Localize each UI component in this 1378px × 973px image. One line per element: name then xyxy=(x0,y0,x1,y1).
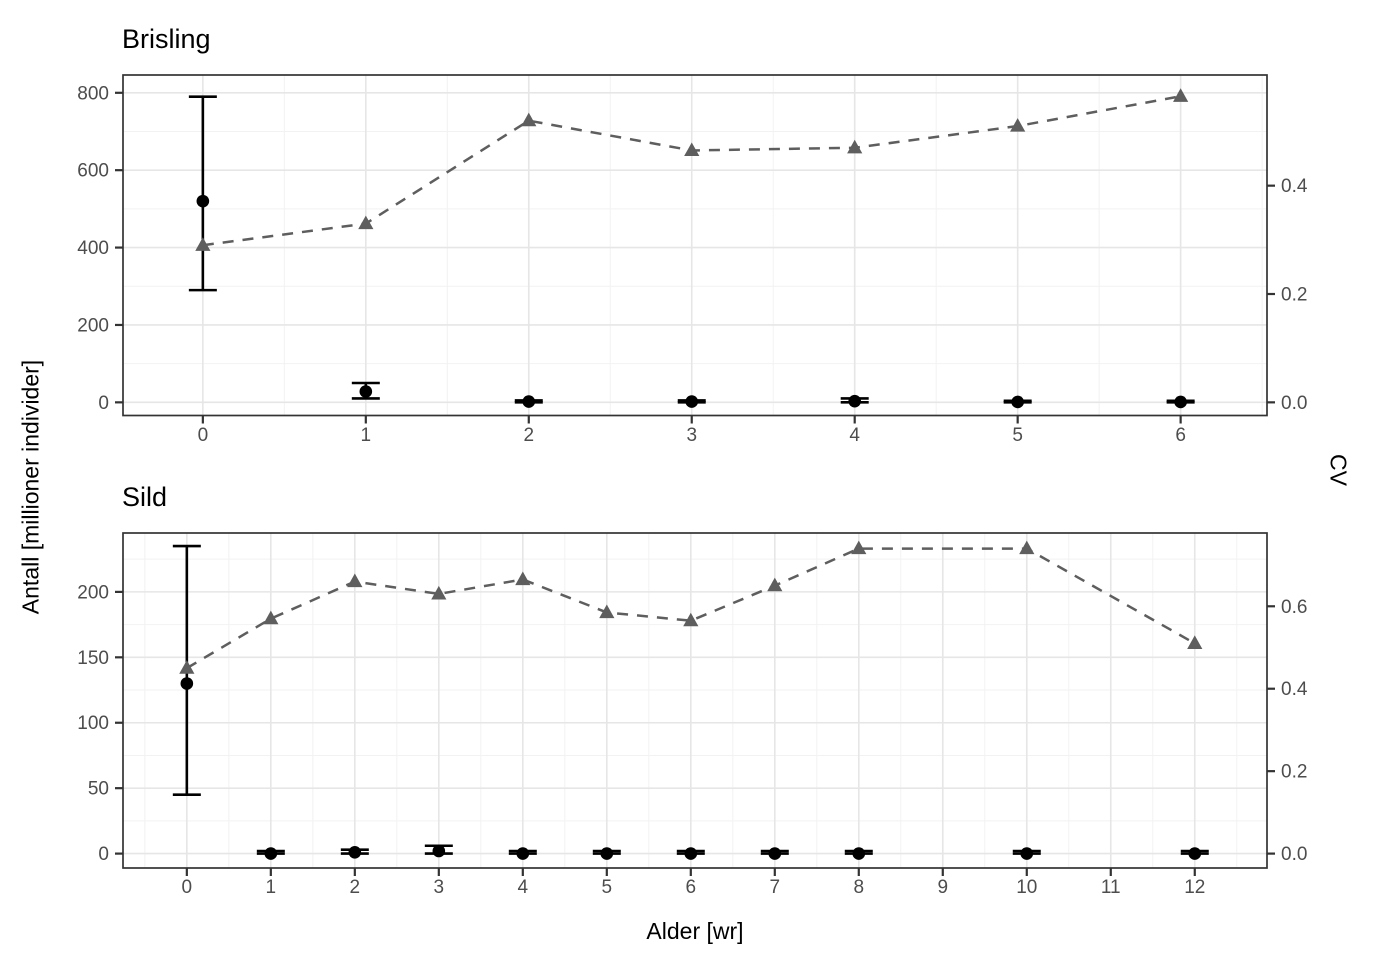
y-tick-label-left: 100 xyxy=(77,713,109,734)
x-tick-label: 2 xyxy=(523,425,534,446)
cv-marker xyxy=(684,142,700,157)
x-tick-label: 3 xyxy=(686,425,697,446)
panel-background xyxy=(123,75,1267,416)
cv-marker xyxy=(431,585,447,600)
cv-marker xyxy=(1187,635,1203,649)
x-tick-label: 7 xyxy=(770,877,781,898)
antall-point xyxy=(432,844,446,858)
x-tick-label: 3 xyxy=(434,877,445,898)
antall-point xyxy=(685,395,699,408)
cv-marker xyxy=(179,660,195,674)
cv-marker xyxy=(358,215,374,230)
panel-title-sild: Sild xyxy=(122,482,168,512)
y-tick-label-left: 600 xyxy=(77,161,109,182)
x-tick-label: 4 xyxy=(518,877,529,898)
antall-point xyxy=(522,395,536,408)
x-tick-label: 0 xyxy=(198,425,209,446)
cv-marker xyxy=(195,237,211,251)
x-tick-label: 5 xyxy=(1012,425,1023,446)
y-axis-label-right: CV xyxy=(1325,454,1352,486)
y-tick-label-left: 400 xyxy=(77,238,109,259)
y-tick-label-right: 0.2 xyxy=(1281,762,1307,783)
cv-marker xyxy=(1173,88,1189,102)
cv-marker xyxy=(515,571,531,586)
cv-marker xyxy=(683,612,699,627)
cv-marker xyxy=(851,540,867,555)
x-tick-label: 9 xyxy=(937,877,948,898)
panel-border xyxy=(122,74,1268,417)
antall-point xyxy=(1011,395,1024,409)
antall-point xyxy=(348,845,362,859)
y-tick-label-left: 150 xyxy=(77,648,109,669)
antall-point xyxy=(684,847,698,860)
y-axis-label-left: Antall [millioner individer] xyxy=(17,359,44,615)
x-tick-label: 12 xyxy=(1184,877,1205,898)
antall-point xyxy=(768,847,782,860)
antall-point xyxy=(1020,847,1034,860)
antall-point xyxy=(516,847,530,860)
y-tick-label-right: 0.0 xyxy=(1281,844,1307,865)
x-tick-label: 6 xyxy=(686,877,697,898)
cv-marker xyxy=(767,577,783,592)
y-tick-label-right: 0.0 xyxy=(1281,393,1307,414)
antall-point xyxy=(600,847,614,860)
x-tick-label: 4 xyxy=(849,425,860,446)
panel-border xyxy=(122,532,1268,869)
y-tick-label-left: 0 xyxy=(98,393,109,414)
cv-marker xyxy=(1010,118,1026,132)
antall-point xyxy=(359,385,373,398)
x-tick-label: 1 xyxy=(361,425,372,446)
cv-marker xyxy=(521,112,537,127)
antall-point xyxy=(196,194,210,208)
y-tick-label-left: 200 xyxy=(77,582,109,603)
antall-point xyxy=(1188,847,1202,860)
y-tick-label-right: 0.4 xyxy=(1281,679,1308,700)
cv-marker xyxy=(847,139,863,154)
antall-point xyxy=(848,394,862,408)
y-tick-label-left: 50 xyxy=(88,779,109,800)
y-tick-label-right: 0.6 xyxy=(1281,597,1307,618)
cv-marker xyxy=(1019,540,1035,555)
antall-point xyxy=(180,677,194,690)
x-tick-label: 11 xyxy=(1101,877,1121,898)
cv-marker xyxy=(263,610,279,625)
x-tick-label: 2 xyxy=(350,877,361,898)
panel-background xyxy=(123,533,1267,868)
antall-point xyxy=(264,847,278,860)
x-tick-label: 6 xyxy=(1175,425,1186,446)
antall-point xyxy=(1174,395,1187,409)
x-tick-label: 1 xyxy=(266,877,277,898)
y-tick-label-right: 0.4 xyxy=(1281,176,1308,197)
x-tick-label: 10 xyxy=(1016,877,1037,898)
x-tick-label: 8 xyxy=(853,877,864,898)
cv-marker xyxy=(599,604,615,619)
cv-marker xyxy=(347,573,363,588)
y-tick-label-left: 200 xyxy=(77,315,109,336)
y-tick-label-left: 0 xyxy=(98,844,109,865)
x-tick-label: 5 xyxy=(602,877,613,898)
x-tick-label: 0 xyxy=(182,877,193,898)
x-axis-label: Alder [wr] xyxy=(646,918,744,944)
panel-title-brisling: Brisling xyxy=(122,24,211,54)
y-tick-label-left: 800 xyxy=(77,83,109,104)
y-tick-label-right: 0.2 xyxy=(1281,285,1307,306)
antall-point xyxy=(852,847,866,860)
